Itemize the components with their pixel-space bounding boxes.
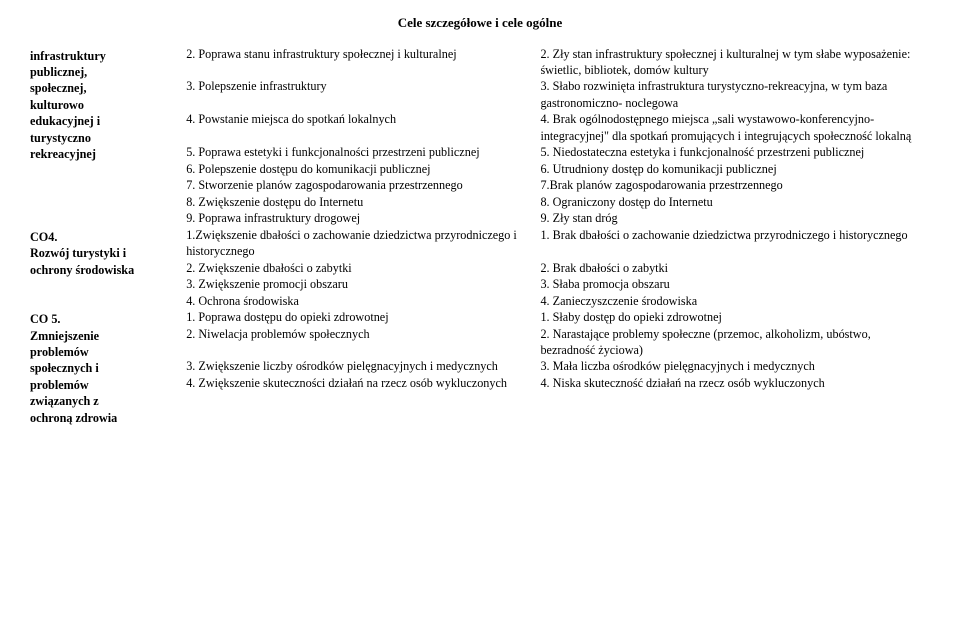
problem-cell: 1. Słaby dostęp do opieki zdrowotnej: [540, 309, 932, 325]
pair-row: 1.Zwiększenie dbałości o zachowanie dzie…: [186, 227, 932, 260]
row-heading-line: CO 5.: [30, 311, 178, 327]
row-heading-line: społecznej,: [30, 80, 178, 96]
goal-detail-cell: 2. Poprawa stanu infrastruktury społeczn…: [186, 46, 540, 79]
problem-cell: 8. Ograniczony dostęp do Internetu: [540, 194, 932, 210]
pair-row: 3. Polepszenie infrastruktury3. Słabo ro…: [186, 78, 932, 111]
pair-subtable: 1.Zwiększenie dbałości o zachowanie dzie…: [186, 227, 932, 309]
row-heading-line: problemów: [30, 344, 178, 360]
row-heading-line: społecznych i: [30, 360, 178, 376]
row-heading-line: związanych z: [30, 393, 178, 409]
pair-row: 6. Polepszenie dostępu do komunikacji pu…: [186, 161, 932, 177]
goal-detail-cell: 5. Poprawa estetyki i funkcjonalności pr…: [186, 144, 540, 160]
row-heading-cell: infrastrukturypublicznej,społecznej,kult…: [28, 46, 186, 227]
problem-cell: 1. Brak dbałości o zachowanie dziedzictw…: [540, 227, 932, 260]
row-heading-line: ochroną zdrowia: [30, 410, 178, 426]
row-heading-line: edukacyjnej i: [30, 113, 178, 129]
pair-row: 7. Stworzenie planów zagospodarowania pr…: [186, 177, 932, 193]
goal-detail-cell: 2. Niwelacja problemów społecznych: [186, 326, 540, 359]
problem-cell: 2. Zły stan infrastruktury społecznej i …: [540, 46, 932, 79]
row-heading-line: turystyczno: [30, 130, 178, 146]
row-heading-cell: CO 5.Zmniejszenieproblemówspołecznych ip…: [28, 309, 186, 428]
pair-row: 2. Zwiększenie dbałości o zabytki2. Brak…: [186, 260, 932, 276]
problem-cell: 6. Utrudniony dostęp do komunikacji publ…: [540, 161, 932, 177]
problem-cell: 4. Brak ogólnodostępnego miejsca „sali w…: [540, 111, 932, 144]
row-heading-cell: CO4.Rozwój turystyki iochrony środowiska: [28, 227, 186, 309]
problem-cell: 5. Niedostateczna estetyka i funkcjonaln…: [540, 144, 932, 160]
row-heading-line: infrastruktury: [30, 48, 178, 64]
table-row: infrastrukturypublicznej,społecznej,kult…: [28, 46, 932, 227]
row-heading-line: Rozwój turystyki i: [30, 245, 178, 261]
goal-detail-cell: 7. Stworzenie planów zagospodarowania pr…: [186, 177, 540, 193]
problem-cell: 9. Zły stan dróg: [540, 210, 932, 226]
page-container: Cele szczegółowe i cele ogólne infrastru…: [0, 0, 960, 625]
pair-subtable: 1. Poprawa dostępu do opieki zdrowotnej1…: [186, 309, 932, 391]
row-content-cell: 1. Poprawa dostępu do opieki zdrowotnej1…: [186, 309, 932, 428]
row-heading-line: ochrony środowiska: [30, 262, 178, 278]
goal-detail-cell: 1. Poprawa dostępu do opieki zdrowotnej: [186, 309, 540, 325]
problem-cell: 3. Słaba promocja obszaru: [540, 276, 932, 292]
goal-detail-cell: 3. Zwiększenie promocji obszaru: [186, 276, 540, 292]
goal-detail-cell: 4. Powstanie miejsca do spotkań lokalnyc…: [186, 111, 540, 144]
table-row: CO 5.Zmniejszenieproblemówspołecznych ip…: [28, 309, 932, 428]
row-heading-line: Zmniejszenie: [30, 328, 178, 344]
problem-cell: 4. Zanieczyszczenie środowiska: [540, 293, 932, 309]
problem-cell: 7.Brak planów zagospodarowania przestrze…: [540, 177, 932, 193]
problem-cell: 3. Słabo rozwinięta infrastruktura turys…: [540, 78, 932, 111]
goal-detail-cell: 3. Zwiększenie liczby ośrodków pielęgnac…: [186, 358, 540, 374]
problem-cell: 4. Niska skuteczność działań na rzecz os…: [540, 375, 932, 391]
page-title: Cele szczegółowe i cele ogólne: [28, 14, 932, 32]
row-heading-line: problemów: [30, 377, 178, 393]
pair-row: 2. Poprawa stanu infrastruktury społeczn…: [186, 46, 932, 79]
problem-cell: 2. Narastające problemy społeczne (przem…: [540, 326, 932, 359]
table-row: CO4.Rozwój turystyki iochrony środowiska…: [28, 227, 932, 309]
pair-row: 3. Zwiększenie promocji obszaru3. Słaba …: [186, 276, 932, 292]
row-content-cell: 2. Poprawa stanu infrastruktury społeczn…: [186, 46, 932, 227]
row-heading-line: publicznej,: [30, 64, 178, 80]
problem-cell: 3. Mała liczba ośrodków pielęgnacyjnych …: [540, 358, 932, 374]
pair-row: 4. Ochrona środowiska4. Zanieczyszczenie…: [186, 293, 932, 309]
pair-row: 9. Poprawa infrastruktury drogowej9. Zły…: [186, 210, 932, 226]
pair-row: 1. Poprawa dostępu do opieki zdrowotnej1…: [186, 309, 932, 325]
main-table: infrastrukturypublicznej,społecznej,kult…: [28, 46, 932, 429]
goal-detail-cell: 9. Poprawa infrastruktury drogowej: [186, 210, 540, 226]
goal-detail-cell: 4. Ochrona środowiska: [186, 293, 540, 309]
goal-detail-cell: 2. Zwiększenie dbałości o zabytki: [186, 260, 540, 276]
pair-row: 5. Poprawa estetyki i funkcjonalności pr…: [186, 144, 932, 160]
pair-row: 2. Niwelacja problemów społecznych2. Nar…: [186, 326, 932, 359]
goal-detail-cell: 6. Polepszenie dostępu do komunikacji pu…: [186, 161, 540, 177]
pair-row: 3. Zwiększenie liczby ośrodków pielęgnac…: [186, 358, 932, 374]
row-heading-line: kulturowo: [30, 97, 178, 113]
row-heading-line: rekreacyjnej: [30, 146, 178, 162]
goal-detail-cell: 4. Zwiększenie skuteczności działań na r…: [186, 375, 540, 391]
pair-row: 4. Zwiększenie skuteczności działań na r…: [186, 375, 932, 391]
row-heading-line: CO4.: [30, 229, 178, 245]
goal-detail-cell: 1.Zwiększenie dbałości o zachowanie dzie…: [186, 227, 540, 260]
goal-detail-cell: 8. Zwiększenie dostępu do Internetu: [186, 194, 540, 210]
pair-subtable: 2. Poprawa stanu infrastruktury społeczn…: [186, 46, 932, 227]
problem-cell: 2. Brak dbałości o zabytki: [540, 260, 932, 276]
goal-detail-cell: 3. Polepszenie infrastruktury: [186, 78, 540, 111]
pair-row: 8. Zwiększenie dostępu do Internetu8. Og…: [186, 194, 932, 210]
row-content-cell: 1.Zwiększenie dbałości o zachowanie dzie…: [186, 227, 932, 309]
pair-row: 4. Powstanie miejsca do spotkań lokalnyc…: [186, 111, 932, 144]
